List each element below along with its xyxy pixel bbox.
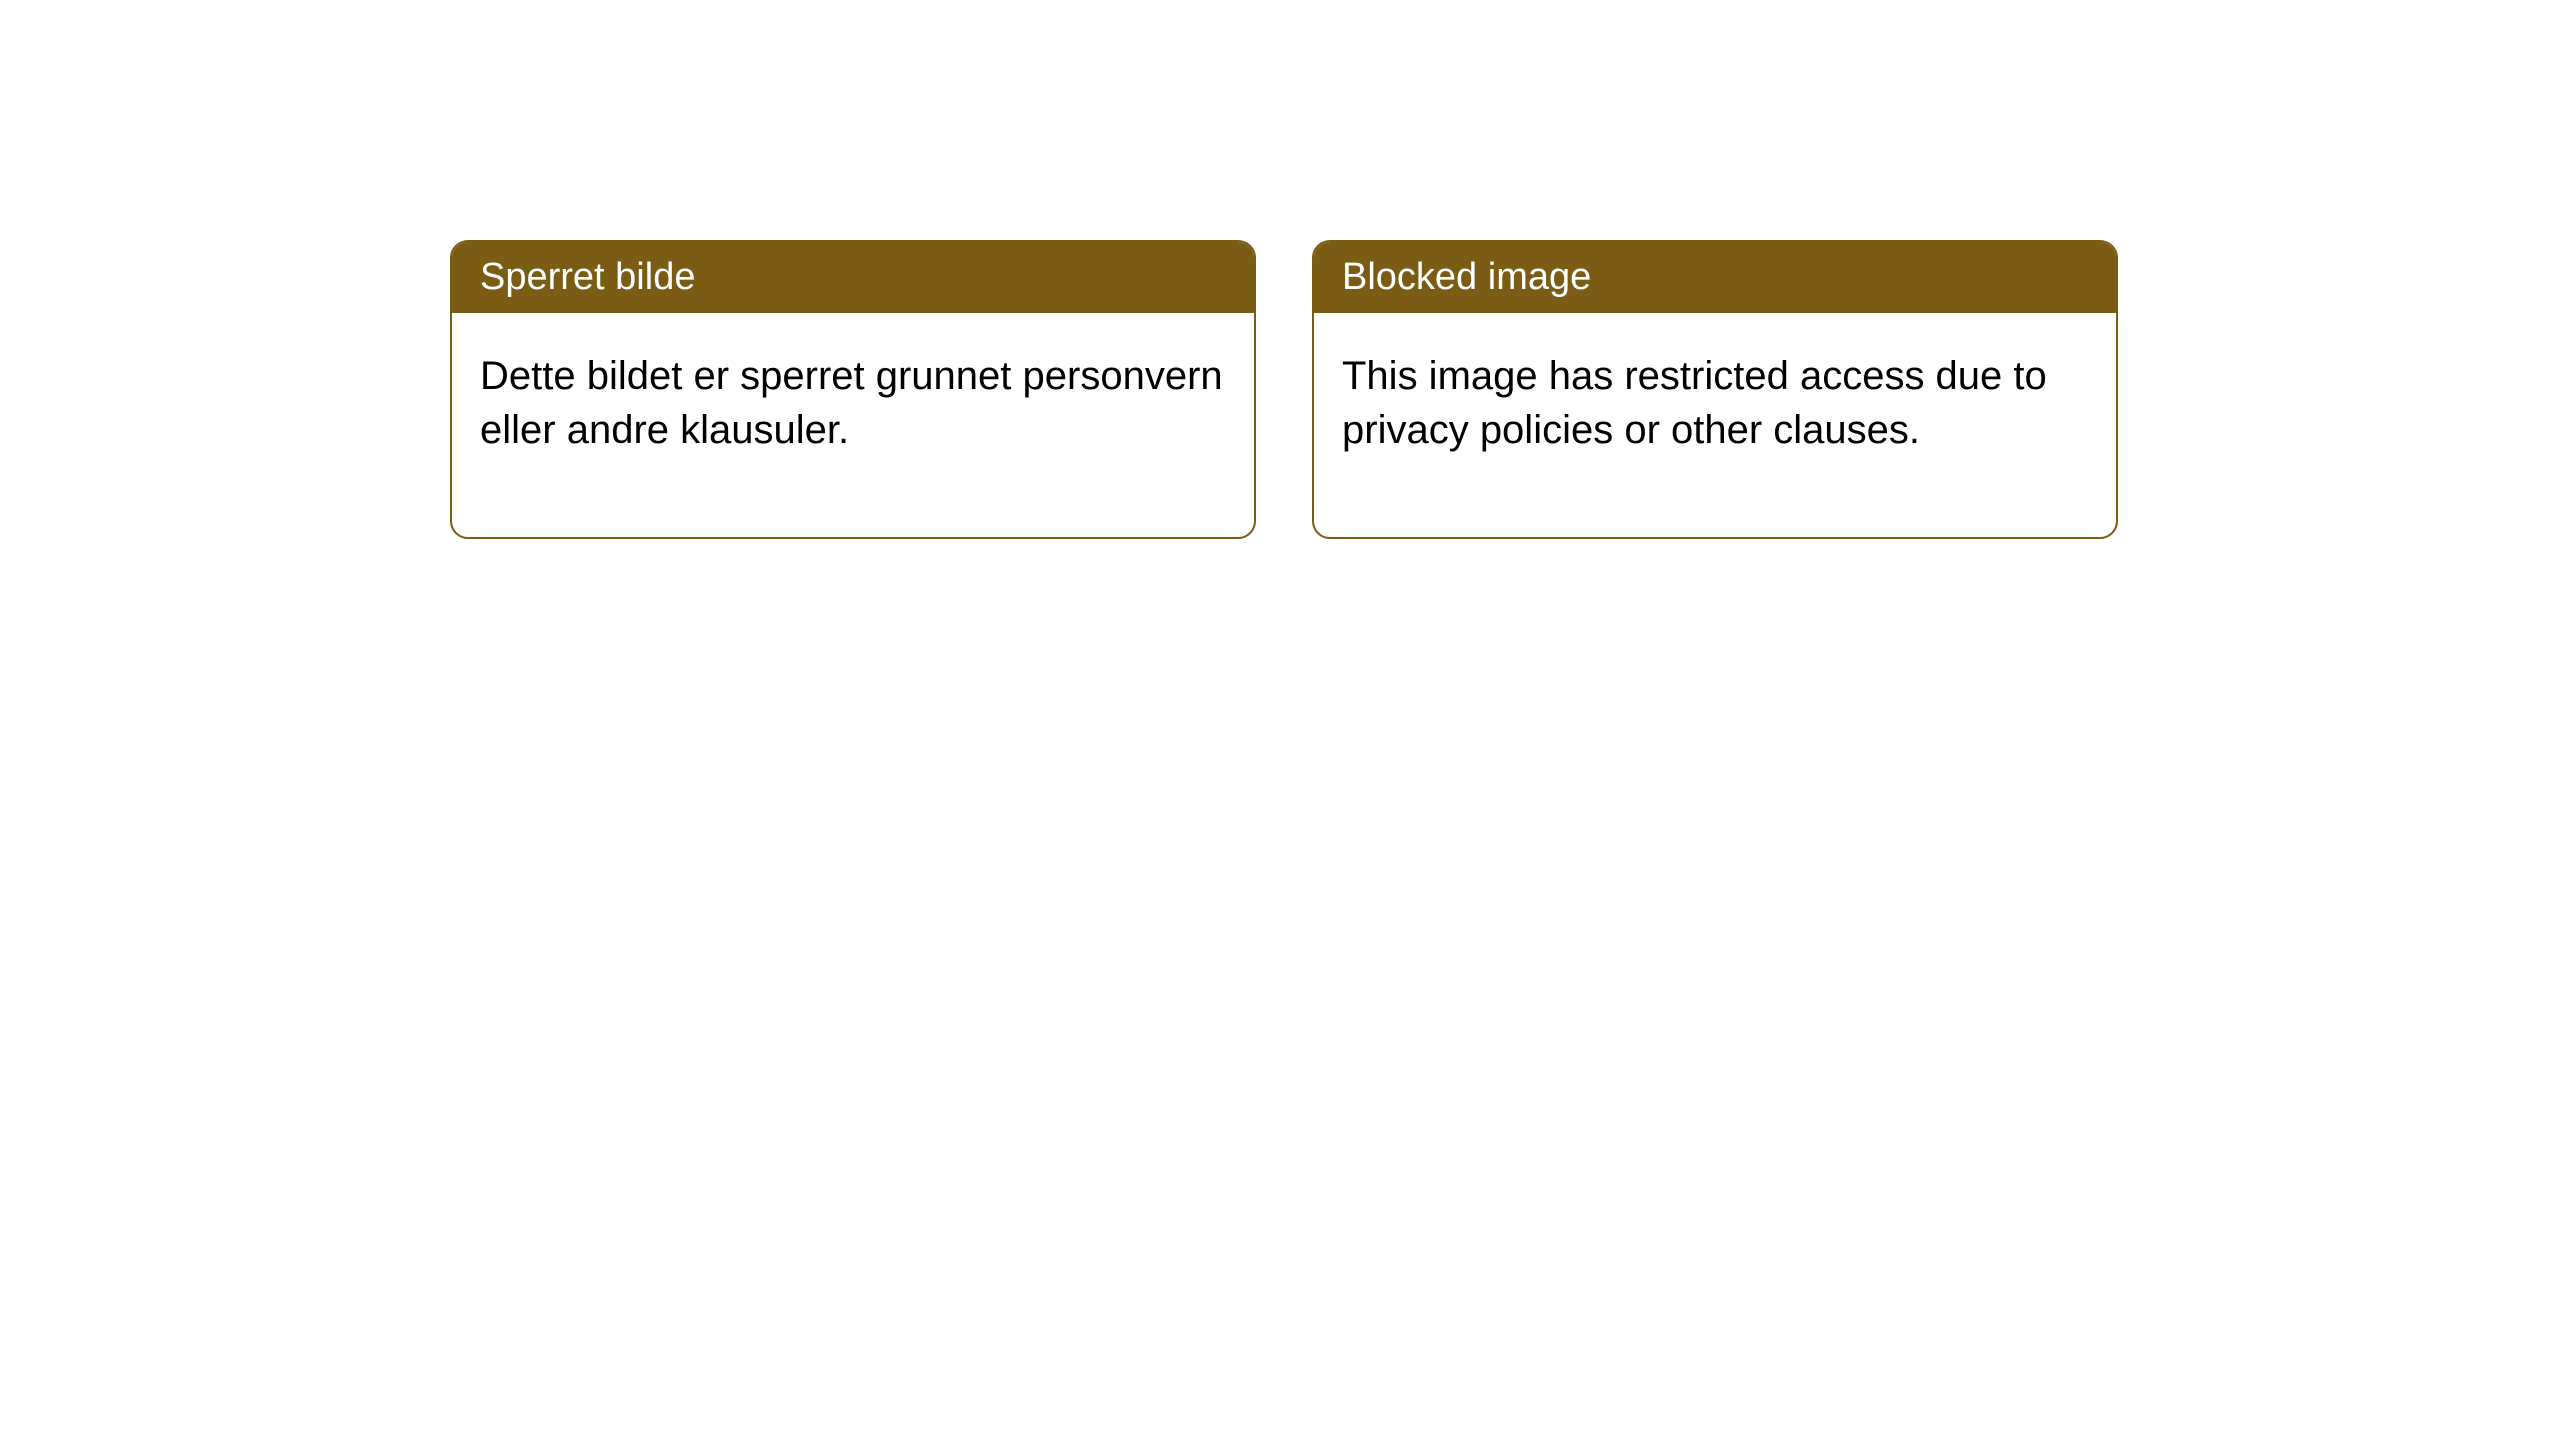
- blocked-image-card-en: Blocked image This image has restricted …: [1312, 240, 2118, 539]
- card-title: Sperret bilde: [480, 256, 695, 298]
- card-title: Blocked image: [1342, 256, 1591, 298]
- card-header: Blocked image: [1314, 242, 2116, 313]
- notice-container: Sperret bilde Dette bildet er sperret gr…: [450, 240, 2118, 539]
- card-body: Dette bildet er sperret grunnet personve…: [452, 313, 1254, 537]
- card-body: This image has restricted access due to …: [1314, 313, 2116, 537]
- card-body-text: Dette bildet er sperret grunnet personve…: [480, 354, 1223, 452]
- card-header: Sperret bilde: [452, 242, 1254, 313]
- blocked-image-card-no: Sperret bilde Dette bildet er sperret gr…: [450, 240, 1256, 539]
- card-body-text: This image has restricted access due to …: [1342, 354, 2047, 452]
